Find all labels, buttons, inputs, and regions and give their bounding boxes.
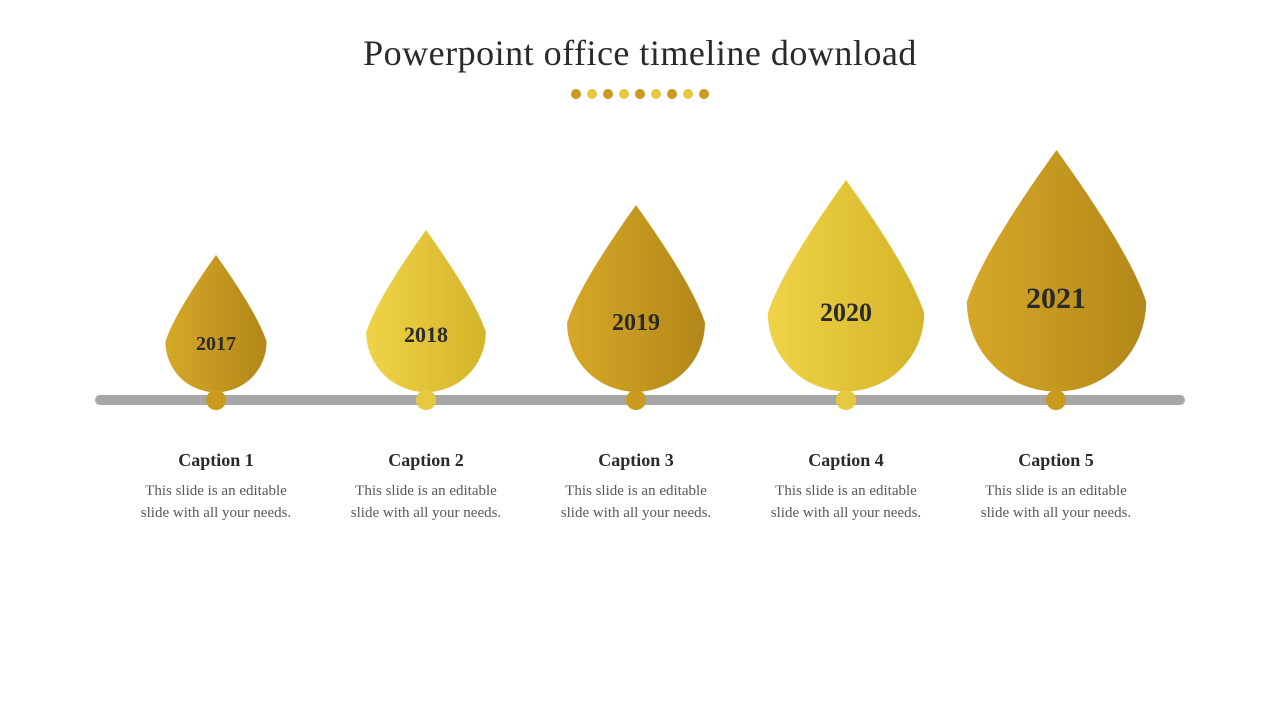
page-title: Powerpoint office timeline download [0,0,1280,74]
caption-title: Caption 5 [971,450,1141,471]
dot-icon [571,89,581,99]
caption-description: This slide is an editable slide with all… [971,481,1141,525]
caption-item: Caption 4 This slide is an editable slide… [746,450,946,525]
drop-year: 2019 [561,310,711,337]
dot-icon [651,89,661,99]
caption-item: Caption 3 This slide is an editable slide… [536,450,736,525]
drop-year: 2017 [161,333,271,356]
caption-description: This slide is an editable slide with all… [551,481,721,525]
timeline-marker [206,390,226,410]
dot-icon [619,89,629,99]
caption-title: Caption 1 [131,450,301,471]
drop-year: 2020 [761,298,931,328]
drop-year: 2018 [361,322,491,348]
timeline-marker [1046,390,1066,410]
timeline-marker [626,390,646,410]
timeline-marker [836,390,856,410]
timeline-drop: 2019 [561,205,711,395]
dot-icon [699,89,709,99]
timeline-marker [416,390,436,410]
dot-icon [667,89,677,99]
dot-icon [587,89,597,99]
caption-item: Caption 5 This slide is an editable slide… [956,450,1156,525]
caption-description: This slide is an editable slide with all… [761,481,931,525]
timeline-drop: 2017 [161,255,271,395]
caption-title: Caption 4 [761,450,931,471]
dot-icon [603,89,613,99]
decorative-dots [0,86,1280,104]
caption-item: Caption 1 This slide is an editable slide… [116,450,316,525]
caption-description: This slide is an editable slide with all… [341,481,511,525]
caption-description: This slide is an editable slide with all… [131,481,301,525]
drop-year: 2021 [959,282,1154,316]
dot-icon [683,89,693,99]
caption-item: Caption 2 This slide is an editable slide… [326,450,526,525]
timeline-container: 2017 2018 2019 2020 [0,145,1280,425]
caption-title: Caption 3 [551,450,721,471]
dot-icon [635,89,645,99]
timeline-drop: 2018 [361,230,491,395]
timeline-drop: 2021 [959,150,1154,395]
timeline-drop: 2020 [761,180,931,395]
caption-title: Caption 2 [341,450,511,471]
